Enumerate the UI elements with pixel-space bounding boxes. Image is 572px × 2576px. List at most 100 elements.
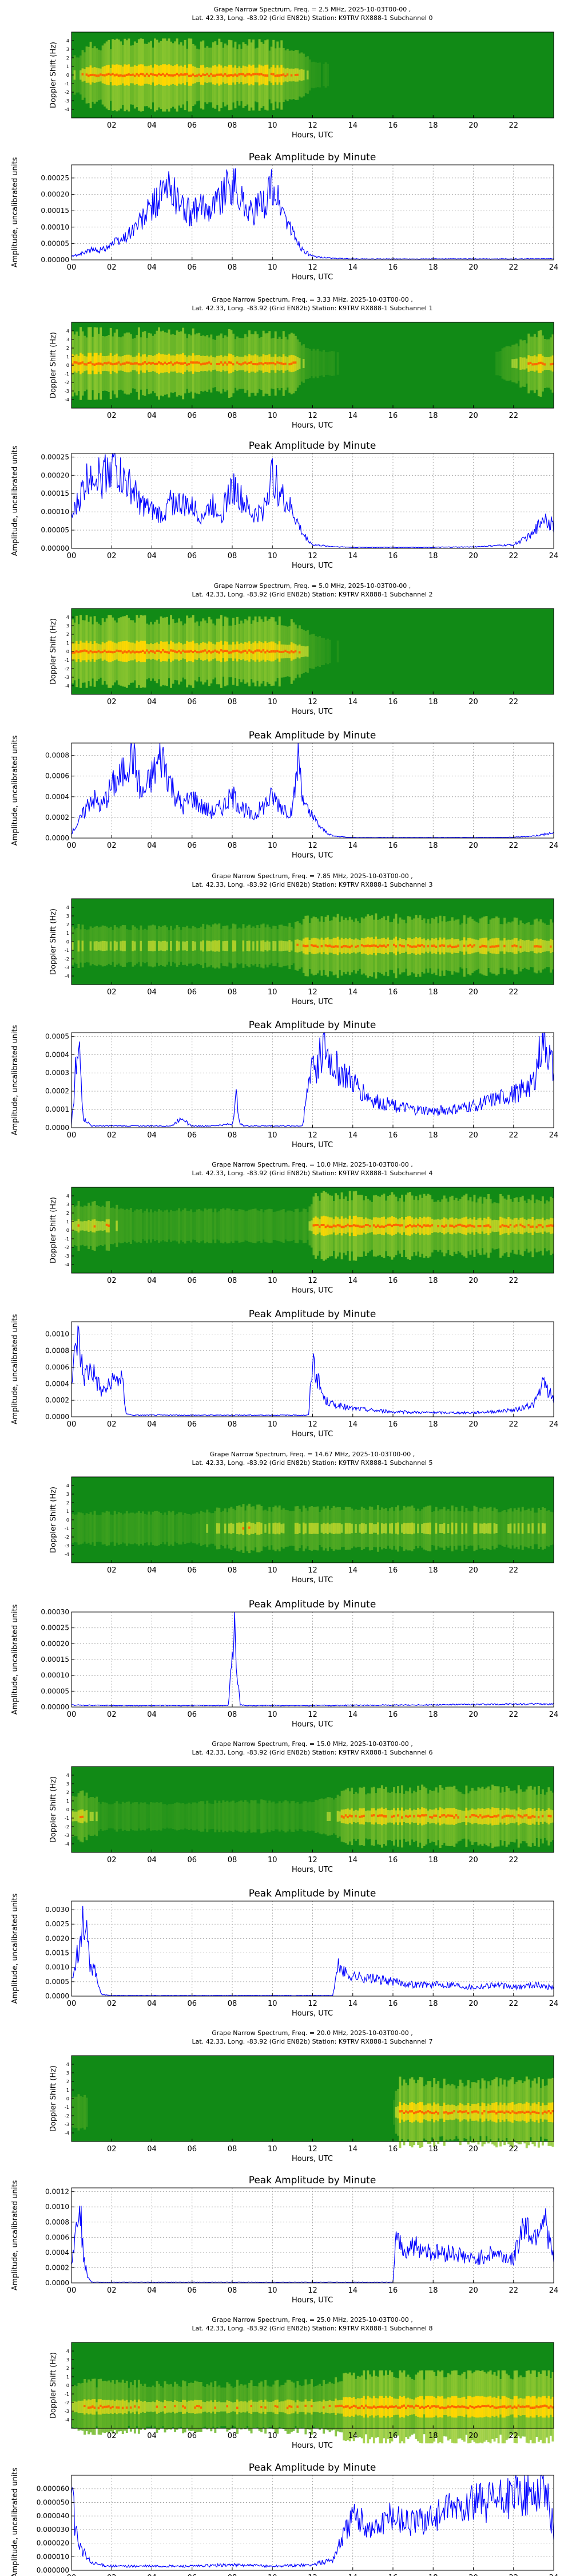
doppler-trace-segment <box>364 1224 367 1227</box>
spectrum-core <box>423 1523 426 1534</box>
doppler-trace-segment <box>72 363 74 366</box>
x-tick-label: 18 <box>428 2432 438 2440</box>
x-tick-label: 06 <box>187 2000 197 2008</box>
spectrum-core <box>388 939 391 953</box>
spectrum-core <box>473 1522 476 1535</box>
x-tick-label: 02 <box>107 1131 117 1140</box>
spectrum-column <box>208 1512 210 1545</box>
spectrum-core <box>421 1524 424 1533</box>
spectrum-core <box>519 357 522 370</box>
doppler-trace-segment <box>81 73 84 76</box>
doppler-trace-segment <box>413 2406 416 2409</box>
doppler-trace-segment <box>376 1224 379 1227</box>
spectrum-column <box>93 1798 96 1835</box>
x-tick-label: 18 <box>428 1856 438 1864</box>
doppler-trace-segment <box>352 1224 355 1227</box>
spectrum-core <box>315 1523 317 1534</box>
y-tick-label: -4 <box>65 397 69 402</box>
x-tick-label: 12 <box>308 2145 317 2154</box>
doppler-trace-segment <box>541 1226 544 1228</box>
x-tick-label: 12 <box>308 988 317 997</box>
spectrum-core <box>96 2402 98 2412</box>
y-tick-label: -3 <box>65 389 69 394</box>
spectrum-column <box>137 1511 140 1546</box>
doppler-trace-segment <box>443 2407 446 2409</box>
spectrum-column <box>129 1804 132 1829</box>
spectrum-column <box>109 1804 112 1828</box>
doppler-trace-segment <box>343 1226 345 1228</box>
doppler-trace-segment <box>455 1814 458 1817</box>
x-tick-label: 02 <box>107 412 117 420</box>
spectrum-column <box>234 1803 237 1830</box>
doppler-trace-segment <box>172 363 174 366</box>
spectrum-core <box>236 1523 239 1534</box>
x-tick-label: 18 <box>428 1420 438 1429</box>
x-tick-label: 20 <box>468 121 478 130</box>
doppler-trace-segment <box>372 944 375 947</box>
spectrum-column <box>523 1510 526 1547</box>
x-tick-label: 10 <box>268 121 277 130</box>
doppler-trace-segment <box>348 2407 351 2409</box>
y-tick-label: -4 <box>65 1552 69 1557</box>
spectrum-column <box>198 928 201 964</box>
y-tick-label: 2 <box>66 2366 69 2371</box>
spectrum-column <box>290 1801 293 1832</box>
y-tick-label: -3 <box>65 965 69 970</box>
doppler-trace-segment <box>379 1226 382 1228</box>
doppler-trace-segment <box>176 651 178 654</box>
doppler-trace-segment <box>156 362 158 365</box>
y-tick-label: 0.0000 <box>45 834 69 842</box>
x-tick-label: 06 <box>187 1710 197 1719</box>
doppler-trace-segment <box>174 650 177 653</box>
x-tick-label: 20 <box>468 1277 478 1285</box>
spectrum-core <box>308 2401 311 2413</box>
spectrum-core <box>525 1220 528 1232</box>
spectrum-core <box>160 941 162 951</box>
x-tick-label: 12 <box>308 1131 317 1140</box>
doppler-trace-segment <box>276 650 279 653</box>
spectrum-column <box>214 1511 217 1546</box>
doppler-trace-segment <box>447 2112 450 2115</box>
y-tick-label: 0.0002 <box>45 1087 69 1095</box>
spectrum-chart-6: Grape Narrow Spectrum, Freq. = 7.85 MHz,… <box>49 872 554 1006</box>
spectrum-column <box>73 2096 76 2128</box>
spectrum-subtitle: Lat. 42.33, Long. -83.92 (Grid EN82b) St… <box>192 591 433 598</box>
doppler-trace-segment <box>182 362 185 365</box>
spectrum-column <box>501 348 504 379</box>
doppler-trace-segment <box>198 73 201 76</box>
spectrum-column <box>85 1513 88 1544</box>
spectrum-core <box>85 1810 88 1823</box>
x-tick-label: 10 <box>268 988 277 997</box>
doppler-trace-segment <box>541 2405 544 2408</box>
spectrum-column <box>256 1803 259 1830</box>
doppler-trace-segment <box>515 1224 518 1227</box>
doppler-trace-segment <box>344 945 347 948</box>
doppler-trace-segment <box>258 73 261 76</box>
doppler-trace-segment <box>274 74 277 77</box>
spectrum-core <box>368 1810 371 1823</box>
x-tick-label: 08 <box>228 2145 237 2154</box>
spectrum-core <box>113 941 116 951</box>
x-tick-label: 20 <box>468 2286 478 2295</box>
spectrum-core <box>533 1220 536 1232</box>
x-tick-label: 12 <box>308 121 317 130</box>
spectrum-column <box>284 1800 287 1833</box>
y-tick-label: 1 <box>66 64 69 69</box>
doppler-trace-segment <box>294 74 297 77</box>
doppler-trace-segment <box>429 1225 432 1228</box>
spectrum-column <box>316 637 319 666</box>
spectrum-core <box>509 939 512 953</box>
doppler-trace-segment <box>501 2110 504 2113</box>
spectrum-column <box>511 1511 514 1546</box>
spectrum-core <box>302 2401 305 2412</box>
spectrum-column <box>312 349 315 378</box>
spectrum-core <box>547 357 550 370</box>
spectrum-column <box>260 1209 263 1243</box>
y-tick-label: -1 <box>65 1526 69 1531</box>
spectrum-column <box>112 1515 114 1542</box>
spectrum-subtitle: Lat. 42.33, Long. -83.92 (Grid EN82b) St… <box>192 1749 433 1756</box>
x-tick-label: 20 <box>468 1856 478 1864</box>
doppler-trace-segment <box>360 944 363 947</box>
doppler-trace-segment <box>133 651 136 654</box>
doppler-trace-segment <box>417 1814 420 1817</box>
